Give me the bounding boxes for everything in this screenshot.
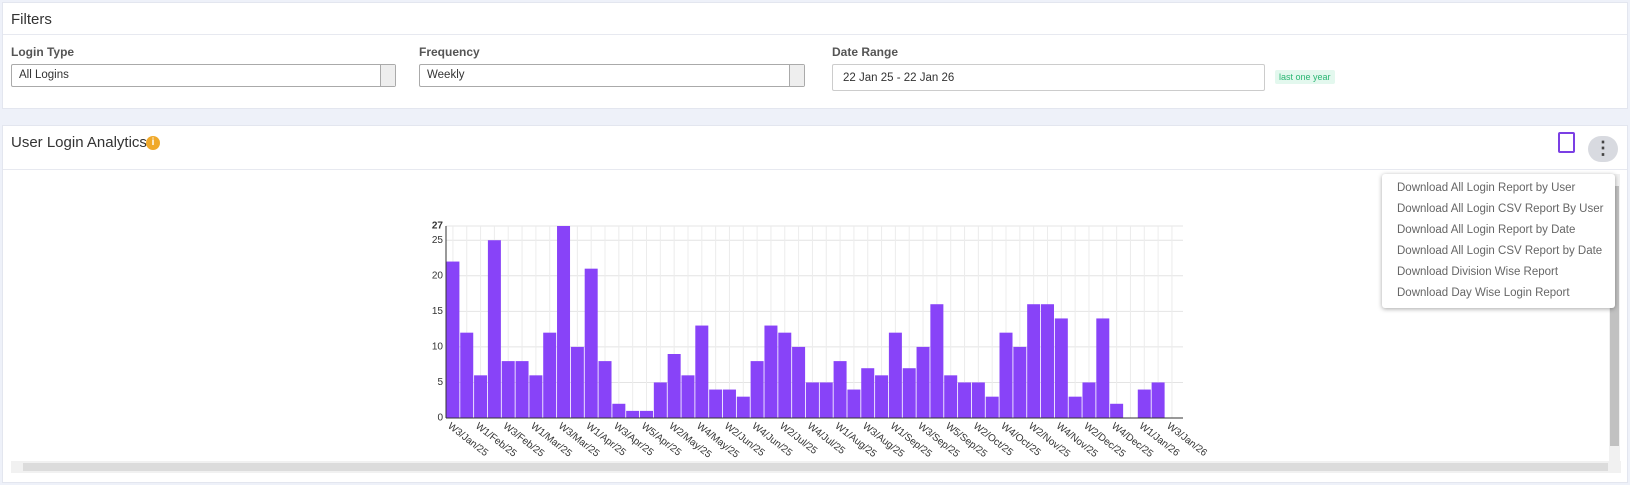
select-arrow (789, 65, 804, 86)
bar (805, 382, 819, 418)
more-button[interactable]: ⋮ (1588, 136, 1618, 162)
bar (460, 332, 474, 418)
y-tick-label: 15 (432, 306, 444, 317)
login-type-value: All Logins (19, 69, 69, 81)
bar (709, 389, 723, 418)
menu-item[interactable]: Download All Login CSV Report by Date (1397, 245, 1603, 257)
y-tick-label: 0 (437, 413, 443, 424)
bar (875, 375, 889, 418)
bar (639, 410, 653, 418)
date-range-label: Date Range (832, 45, 899, 59)
filters-card: Filters Login Type All Logins Frequency … (2, 2, 1628, 109)
y-tick-label: 10 (432, 342, 444, 353)
scroll-thumb[interactable] (1610, 186, 1619, 446)
bar (792, 346, 806, 418)
bar (722, 389, 736, 418)
bar (598, 361, 612, 418)
bar (446, 261, 460, 418)
filters-title: Filters (11, 11, 52, 28)
y-tick-label: 27 (432, 221, 444, 232)
bar (1068, 396, 1082, 418)
bar (515, 361, 529, 418)
bar (543, 332, 557, 418)
y-tick-label: 5 (437, 377, 443, 388)
login-type-select[interactable]: All Logins (11, 64, 396, 87)
divider (3, 34, 1627, 35)
bar (736, 396, 750, 418)
bar (1013, 346, 1027, 418)
panel-title: User Login Analytics (11, 134, 147, 151)
menu-item[interactable]: Download Division Wise Report (1397, 266, 1559, 278)
bar (501, 361, 515, 418)
vertical-scrollbar[interactable] (1609, 174, 1620, 461)
menu-item[interactable]: Download All Login Report by Date (1397, 224, 1576, 236)
bar (944, 375, 958, 418)
bar (557, 226, 571, 418)
frequency-value: Weekly (427, 69, 465, 81)
select-arrow (380, 65, 395, 86)
bar (958, 382, 972, 418)
bar (833, 361, 847, 418)
analytics-card: User Login Analytics i ⋮ (2, 125, 1628, 483)
bar (584, 268, 598, 418)
menu-item[interactable]: Download Day Wise Login Report (1397, 287, 1570, 299)
bar (847, 389, 861, 418)
bar (750, 361, 764, 418)
menu-item[interactable]: Download All Login CSV Report By User (1397, 203, 1604, 215)
bar (1151, 382, 1165, 418)
bar (861, 368, 875, 418)
frequency-label: Frequency (419, 45, 480, 59)
bar (916, 346, 930, 418)
bar (667, 354, 681, 418)
bar (1054, 318, 1068, 418)
bar (1040, 304, 1054, 418)
bar (626, 410, 640, 418)
menu-item[interactable]: Download All Login Report by User (1397, 182, 1576, 194)
bar (902, 368, 916, 418)
bar (1096, 318, 1110, 418)
bar (653, 382, 667, 418)
y-tick-label: 20 (432, 270, 444, 281)
bar (529, 375, 543, 418)
bar (474, 375, 488, 418)
scroll-thumb[interactable] (23, 463, 1608, 471)
bar (612, 403, 626, 418)
y-tick-label: 25 (432, 235, 444, 246)
bar (888, 332, 902, 418)
bar (778, 332, 792, 418)
excel-icon[interactable] (1558, 132, 1575, 153)
date-range-input[interactable]: 22 Jan 25 - 22 Jan 26 (832, 64, 1265, 91)
bar (819, 382, 833, 418)
bar (1027, 304, 1041, 418)
bar (487, 240, 501, 418)
bar (681, 375, 695, 418)
bar (971, 382, 985, 418)
info-icon[interactable]: i (146, 136, 160, 150)
date-badge[interactable]: last one year (1275, 70, 1335, 84)
horizontal-scrollbar[interactable] (11, 461, 1621, 473)
bar (695, 325, 709, 418)
bar (570, 346, 584, 418)
frequency-select[interactable]: Weekly (419, 64, 805, 87)
bar (764, 325, 778, 418)
bar (1110, 403, 1124, 418)
bar (985, 396, 999, 418)
divider (3, 169, 1627, 170)
bar (999, 332, 1013, 418)
bar (1137, 389, 1151, 418)
login-type-label: Login Type (11, 45, 75, 59)
date-range-value: 22 Jan 25 - 22 Jan 26 (843, 72, 955, 84)
bar (930, 304, 944, 418)
download-menu: Download All Login Report by User Downloa… (1382, 174, 1615, 308)
bar (1082, 382, 1096, 418)
